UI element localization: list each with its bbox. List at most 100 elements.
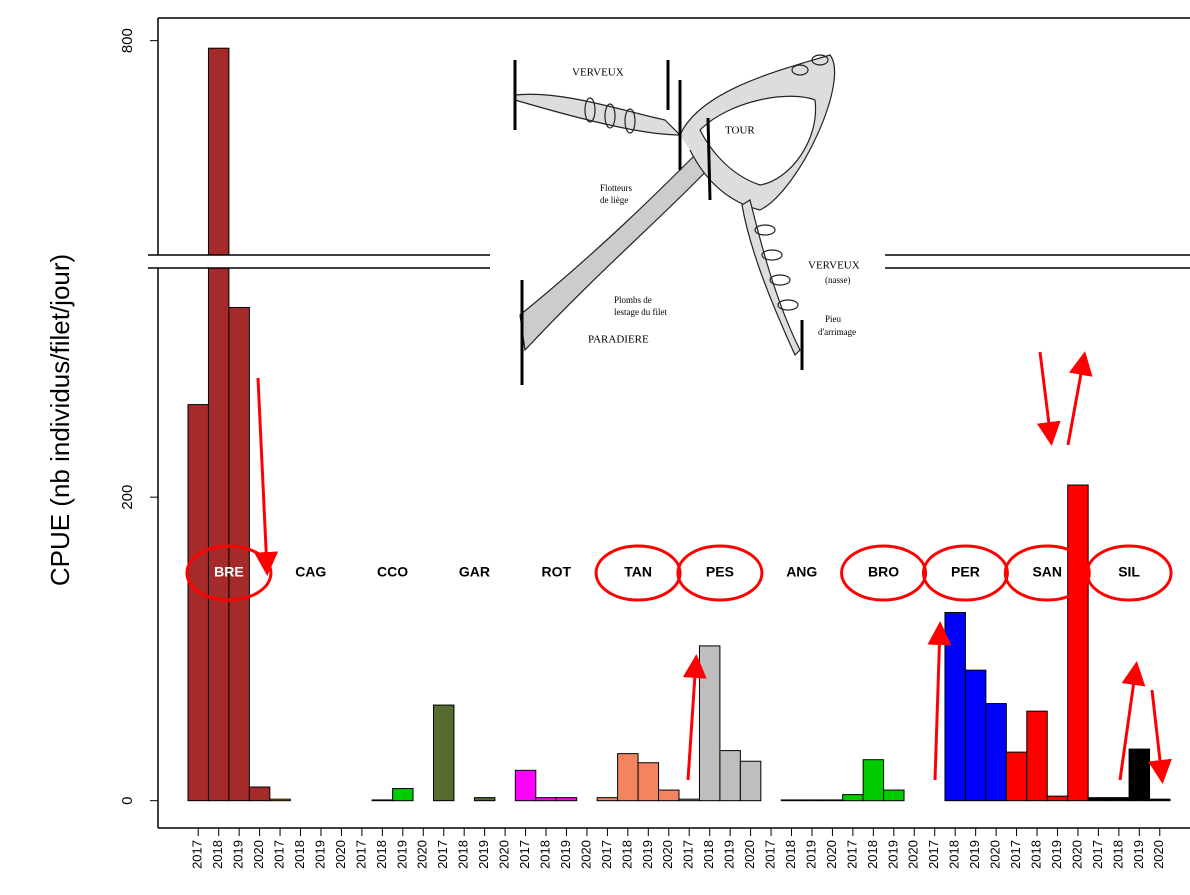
legend-label: GAR — [459, 564, 490, 580]
x-tick-label: 2017 — [763, 840, 778, 869]
bar — [248, 786, 271, 802]
highlight-circle — [840, 544, 928, 602]
x-tick-label: 2019 — [1049, 840, 1064, 869]
x-tick-label: 2019 — [803, 840, 818, 869]
x-tick-label: 2017 — [926, 840, 941, 869]
x-tick-label: 2018 — [947, 840, 962, 869]
bar — [1026, 710, 1048, 802]
bar — [187, 404, 209, 802]
bar — [842, 794, 864, 802]
inset-label: (nasse) — [825, 275, 851, 285]
bar — [1046, 795, 1069, 802]
y-tick-label: 200 — [119, 485, 136, 510]
legend-label: CAG — [295, 564, 326, 580]
x-tick-label: 2017 — [1008, 840, 1023, 869]
inset-label: VERVEUX — [808, 260, 860, 272]
inset-sketch — [514, 54, 836, 357]
highlight-circle — [676, 544, 764, 602]
x-tick-label: 2020 — [824, 840, 839, 869]
inset-label: Plombs de — [614, 295, 652, 305]
bar — [719, 750, 741, 802]
y-tick-label: 800 — [119, 28, 136, 53]
bar — [801, 799, 823, 802]
x-tick-label: 2020 — [415, 840, 430, 869]
x-tick-label: 2019 — [558, 840, 573, 869]
x-tick-label: 2020 — [578, 840, 593, 869]
bar — [514, 769, 537, 802]
bar — [1149, 798, 1171, 802]
bar — [473, 797, 496, 802]
bar — [617, 753, 639, 802]
x-tick-label: 2019 — [231, 840, 246, 869]
x-tick-label: 2017 — [681, 840, 696, 869]
bar — [207, 47, 230, 256]
legend-label: PES — [706, 564, 734, 580]
bar — [1108, 797, 1130, 802]
x-tick-label: 2017 — [599, 840, 614, 869]
inset-diagram: VERVEUX TOUR Flotteurs de liège Plombs d… — [490, 28, 885, 385]
legend-label: BRE — [214, 564, 244, 580]
bar — [207, 267, 230, 802]
x-tick-label: 2017 — [1090, 840, 1105, 869]
x-tick-label: 2017 — [190, 840, 205, 869]
inset-label: de liège — [600, 195, 628, 205]
x-tick-label: 2020 — [251, 840, 266, 869]
inset-labels: VERVEUX TOUR Flotteurs de liège Plombs d… — [572, 67, 860, 346]
x-tick-label: 2018 — [619, 840, 634, 869]
x-tick-label: 2019 — [885, 840, 900, 869]
x-tick-label: 2018 — [1028, 840, 1043, 869]
bar — [371, 799, 394, 802]
x-tick-label: 2020 — [333, 840, 348, 869]
legend-label: SAN — [1032, 564, 1062, 580]
x-tick-label: 2020 — [1069, 840, 1084, 869]
x-tick-label: 2019 — [394, 840, 409, 869]
inset-label: Pieu — [825, 314, 842, 324]
annotation-arrows — [254, 351, 1172, 784]
x-tick-label: 2018 — [783, 840, 798, 869]
x-tick-label: 2018 — [1110, 840, 1125, 869]
bar — [596, 797, 619, 802]
highlight-circle — [1003, 544, 1091, 602]
x-tick-label: 2020 — [742, 840, 757, 869]
bar — [1128, 748, 1151, 802]
legend-label: CCO — [377, 564, 408, 580]
x-tick-label: 2017 — [844, 840, 859, 869]
bar — [678, 798, 700, 802]
legend-label: ANG — [786, 564, 817, 580]
x-tick-label: 2018 — [456, 840, 471, 869]
bar — [821, 799, 844, 802]
bar — [637, 762, 660, 802]
x-tick-label: 2019 — [967, 840, 982, 869]
x-tick-label: 2020 — [497, 840, 512, 869]
bar — [883, 789, 905, 802]
legend-label: PER — [951, 564, 980, 580]
highlight-circle — [921, 544, 1009, 602]
x-tick-label: 2017 — [517, 840, 532, 869]
x-tick-label: 2020 — [906, 840, 921, 869]
legend-label: ROT — [541, 564, 571, 580]
x-tick-label: 2019 — [476, 840, 491, 869]
x-tick-label: 2020 — [988, 840, 1003, 869]
inset-label: d'arrimage — [818, 327, 856, 337]
y-tick-label: 0 — [119, 797, 136, 805]
bar — [535, 797, 557, 802]
bar — [228, 306, 250, 802]
bar — [269, 798, 291, 802]
bar — [964, 669, 987, 802]
highlight-circle — [1085, 544, 1173, 602]
bar — [739, 760, 762, 802]
bar — [944, 611, 966, 802]
bar — [555, 797, 578, 802]
x-tick-label: 2019 — [1131, 840, 1146, 869]
bar — [1087, 797, 1110, 802]
x-tick-label: 2017 — [435, 840, 450, 869]
x-tick-label: 2019 — [722, 840, 737, 869]
legend-label: BRO — [868, 564, 899, 580]
inset-label: lestage du filet — [614, 307, 667, 317]
x-tick-label: 2018 — [865, 840, 880, 869]
bar — [433, 704, 455, 802]
x-tick-label: 2018 — [210, 840, 225, 869]
highlight-circle — [594, 544, 682, 602]
x-tick-label: 2020 — [1151, 840, 1166, 869]
